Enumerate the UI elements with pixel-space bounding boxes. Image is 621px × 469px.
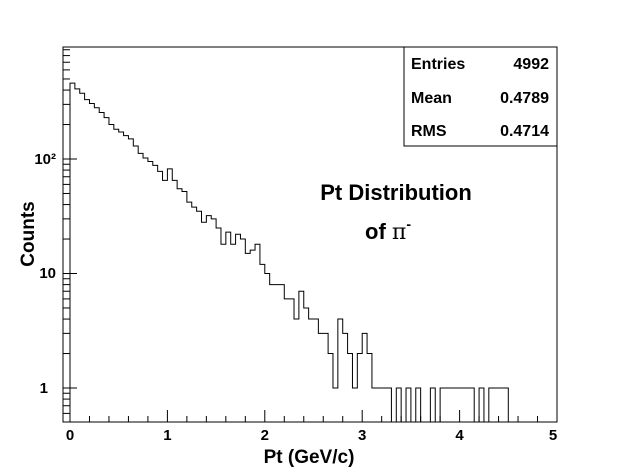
x-axis-title: Pt (GeV/c) <box>264 447 355 468</box>
stats-entries-label: Entries <box>411 56 465 73</box>
stats-mean-value: 0.4789 <box>500 90 549 107</box>
x-tick-label: 3 <box>358 427 366 444</box>
x-tick-label: 1 <box>163 427 171 444</box>
plot-frame <box>62 46 558 423</box>
y-tick-label: 10² <box>34 151 56 168</box>
axis-ticks <box>63 49 558 422</box>
y-tick-label: 10 <box>39 265 56 282</box>
stats-box-frame <box>403 46 558 147</box>
x-tick-label: 4 <box>455 427 464 444</box>
y-tick-labels: 1 10 10² <box>34 151 56 397</box>
stats-rms-label: RMS <box>411 123 447 140</box>
annotation-prefix: of <box>365 219 392 244</box>
annotation-line-2: of π- <box>365 216 411 245</box>
x-tick-label: 5 <box>549 427 557 444</box>
x-tick-label: 2 <box>261 427 269 444</box>
y-tick-label: 1 <box>40 380 48 397</box>
y-axis-title: Counts <box>18 201 39 266</box>
stats-rms-value: 0.4714 <box>500 123 549 140</box>
histogram-line <box>69 82 509 423</box>
x-tick-label: 0 <box>66 427 74 444</box>
annotation-line-1: Pt Distribution <box>320 180 472 205</box>
stats-entries-value: 4992 <box>513 56 549 73</box>
chart-annotation: Pt Distribution of π- <box>320 180 472 245</box>
annotation-pi-symbol: π <box>392 220 406 245</box>
annotation-superscript: - <box>406 216 411 232</box>
stats-mean-label: Mean <box>411 90 452 107</box>
x-tick-labels: 0 1 2 3 4 5 <box>66 427 557 444</box>
stats-box: Entries 4992 Mean 0.4789 RMS 0.4714 <box>403 46 558 147</box>
